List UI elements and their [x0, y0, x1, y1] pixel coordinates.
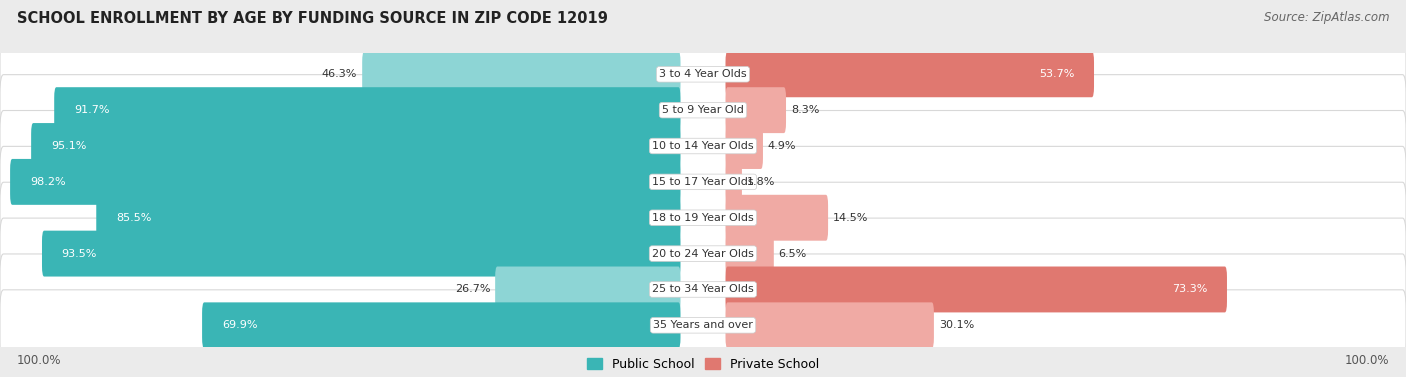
FancyBboxPatch shape [31, 123, 681, 169]
FancyBboxPatch shape [363, 51, 681, 97]
FancyBboxPatch shape [0, 182, 1406, 253]
Text: 5 to 9 Year Old: 5 to 9 Year Old [662, 105, 744, 115]
Text: 14.5%: 14.5% [832, 213, 869, 223]
Text: 30.1%: 30.1% [939, 320, 974, 330]
FancyBboxPatch shape [55, 87, 681, 133]
Text: SCHOOL ENROLLMENT BY AGE BY FUNDING SOURCE IN ZIP CODE 12019: SCHOOL ENROLLMENT BY AGE BY FUNDING SOUR… [17, 11, 607, 26]
Legend: Public School, Private School: Public School, Private School [588, 358, 818, 371]
Text: 35 Years and over: 35 Years and over [652, 320, 754, 330]
Text: 1.8%: 1.8% [747, 177, 775, 187]
Text: 85.5%: 85.5% [115, 213, 152, 223]
FancyBboxPatch shape [0, 146, 1406, 218]
FancyBboxPatch shape [725, 302, 934, 348]
Text: 8.3%: 8.3% [792, 105, 820, 115]
FancyBboxPatch shape [0, 254, 1406, 325]
FancyBboxPatch shape [202, 302, 681, 348]
Text: 93.5%: 93.5% [62, 248, 97, 259]
Text: 6.5%: 6.5% [779, 248, 807, 259]
FancyBboxPatch shape [10, 159, 681, 205]
Text: 69.9%: 69.9% [222, 320, 257, 330]
FancyBboxPatch shape [0, 39, 1406, 110]
FancyBboxPatch shape [96, 195, 681, 241]
FancyBboxPatch shape [0, 218, 1406, 289]
Text: 3 to 4 Year Olds: 3 to 4 Year Olds [659, 69, 747, 79]
Text: 95.1%: 95.1% [51, 141, 86, 151]
Text: 18 to 19 Year Olds: 18 to 19 Year Olds [652, 213, 754, 223]
Text: 91.7%: 91.7% [75, 105, 110, 115]
Text: Source: ZipAtlas.com: Source: ZipAtlas.com [1264, 11, 1389, 24]
FancyBboxPatch shape [0, 75, 1406, 146]
Text: 15 to 17 Year Olds: 15 to 17 Year Olds [652, 177, 754, 187]
Text: 4.9%: 4.9% [768, 141, 796, 151]
Text: 98.2%: 98.2% [30, 177, 66, 187]
FancyBboxPatch shape [725, 267, 1227, 313]
FancyBboxPatch shape [725, 123, 763, 169]
Text: 100.0%: 100.0% [17, 354, 62, 367]
FancyBboxPatch shape [725, 159, 742, 205]
FancyBboxPatch shape [725, 51, 1094, 97]
Text: 100.0%: 100.0% [1344, 354, 1389, 367]
FancyBboxPatch shape [42, 231, 681, 277]
Text: 73.3%: 73.3% [1173, 285, 1208, 294]
Text: 25 to 34 Year Olds: 25 to 34 Year Olds [652, 285, 754, 294]
Text: 10 to 14 Year Olds: 10 to 14 Year Olds [652, 141, 754, 151]
FancyBboxPatch shape [725, 195, 828, 241]
FancyBboxPatch shape [0, 110, 1406, 181]
FancyBboxPatch shape [495, 267, 681, 313]
FancyBboxPatch shape [0, 290, 1406, 361]
Text: 53.7%: 53.7% [1039, 69, 1074, 79]
Text: 26.7%: 26.7% [454, 285, 491, 294]
Text: 46.3%: 46.3% [322, 69, 357, 79]
FancyBboxPatch shape [725, 87, 786, 133]
FancyBboxPatch shape [725, 231, 773, 277]
Text: 20 to 24 Year Olds: 20 to 24 Year Olds [652, 248, 754, 259]
